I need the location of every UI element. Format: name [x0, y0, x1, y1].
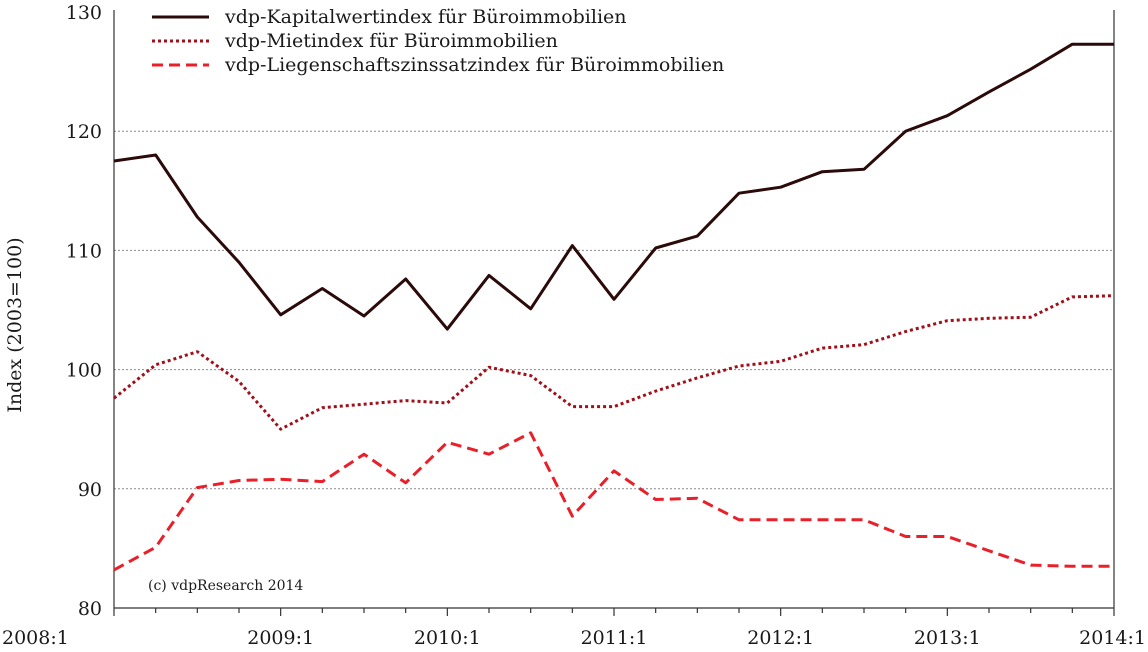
- legend-label-1: vdp-Kapitalwertindex für Büroimmobilien: [224, 6, 627, 28]
- series-line-1: [113, 42, 1114, 331]
- y-tick-label: 80: [78, 598, 102, 620]
- y-tick-label: 100: [66, 360, 102, 382]
- x-tick-label: 2009:1: [247, 627, 314, 649]
- x-tick-label: 2011:1: [581, 627, 648, 649]
- y-tick-label: 110: [66, 240, 102, 262]
- y-tick-label: 130: [66, 2, 102, 24]
- copyright-annotation: (c) vdpResearch 2014: [148, 578, 303, 594]
- x-tick-label: 2013:1: [914, 627, 981, 649]
- legend-label-3: vdp-Liegenschaftszinssatzindex für Büroi…: [224, 54, 724, 76]
- x-tick-label: 2012:1: [747, 627, 814, 649]
- series-lines: [113, 42, 1115, 572]
- series-line-2: [113, 294, 1115, 431]
- y-tick-label: 120: [66, 121, 102, 143]
- series-line-3: [113, 431, 1114, 572]
- x-tick-label: 2014:1: [1079, 627, 1146, 649]
- y-axis-title: Index (2003=100): [4, 237, 26, 412]
- y-tick-label: 90: [78, 479, 102, 501]
- x-tick-label: 2008:1: [2, 627, 69, 649]
- grid-lines: [114, 130, 1114, 490]
- legend: vdp-Kapitalwertindex für Büroimmobilienv…: [152, 6, 724, 76]
- x-tick-label: 2010:1: [414, 627, 481, 649]
- legend-label-2: vdp-Mietindex für Büroimmobilien: [224, 30, 558, 52]
